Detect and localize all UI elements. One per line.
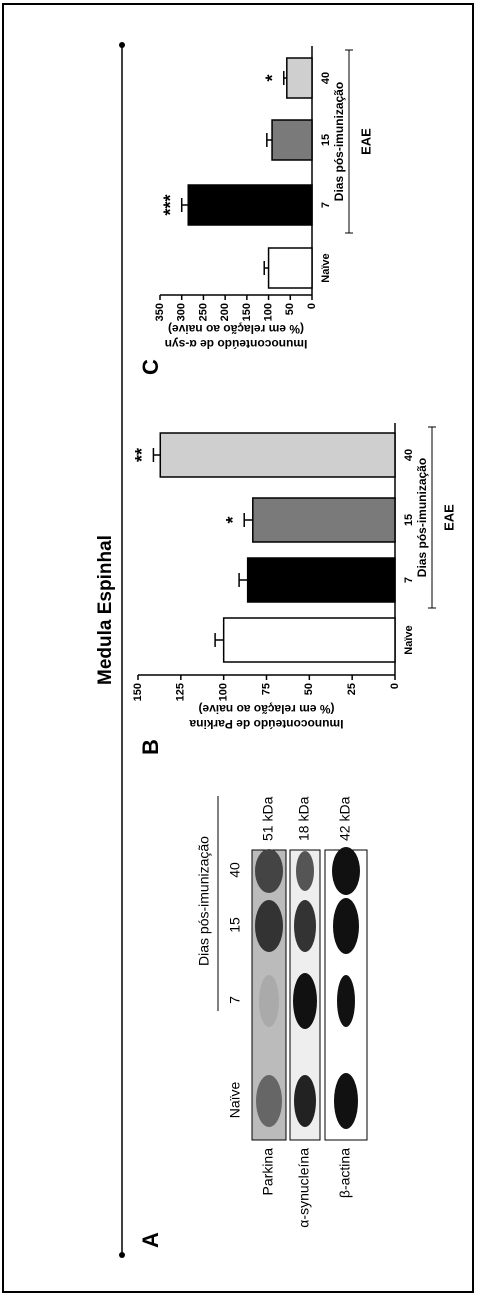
error-bar [215,633,224,647]
band [334,1073,358,1129]
band [256,1075,282,1127]
x-tick-label: 40 [403,449,415,461]
figure: Medula Espinhal A Dias pós-imunização Na… [0,0,481,1296]
y-tick-label: 50 [284,303,296,315]
bar [224,618,395,662]
group-bracket [345,50,353,233]
bar [287,58,312,98]
x-tick-label: 15 [403,514,415,526]
significance: ** [132,448,152,462]
y-tick-label: 0 [306,303,318,309]
x-tick-label: 40 [320,72,332,84]
group-name: EAE [358,128,373,155]
y-axis-title: Imunoconteúdo de Parkina [189,717,343,731]
rotated-figure: Medula Espinhal A Dias pós-imunização Na… [3,4,473,1292]
size-label: 42 kDa [337,796,353,841]
panel-letter: B [138,739,163,755]
y-axis-title: (% em relação ao naive) [168,322,304,336]
divider-end [119,42,125,48]
significance: *** [160,194,180,215]
band [294,1075,316,1127]
y-tick-label: 250 [197,303,209,321]
band [337,975,355,1027]
row-label: α-synucleína [296,1148,312,1228]
row-label: Parkina [260,1148,276,1196]
x-tick-label: 7 [320,202,332,208]
x-tick-label: 7 [403,577,415,583]
divider-end [119,1252,125,1258]
y-tick-label: 0 [389,683,401,689]
band [296,851,314,891]
panel-letter: A [138,1232,163,1248]
figure-title: Medula Espinhal [95,535,116,685]
y-axis-title: Imunoconteúdo de α-syn [165,337,308,351]
error-bar [244,513,253,527]
group-label: Dias pós-imunização [332,82,346,201]
band [332,847,360,895]
panel-letter: C [138,359,163,375]
band [255,849,283,893]
y-axis-title: (% em relação ao naive) [198,702,334,716]
significance: * [263,74,283,81]
bar [248,558,395,602]
band [293,973,317,1029]
group-label: Dias pós-imunização [415,458,429,577]
y-tick-label: 100 [262,303,274,321]
y-tick-label: 50 [303,683,315,695]
column-label: 40 [227,862,243,878]
significance: * [223,516,243,523]
y-tick-label: 125 [175,683,187,701]
blot [252,847,367,1140]
x-tick-label: Naïve [320,253,332,282]
error-bar [267,133,272,147]
y-tick-label: 200 [219,303,231,321]
y-tick-label: 150 [241,303,253,321]
bar [253,498,395,542]
band [333,898,359,954]
x-tick-label: 15 [320,134,332,146]
y-tick-label: 100 [218,683,230,701]
band [259,975,279,1027]
column-label: 15 [227,917,243,933]
error-bar [182,198,189,212]
row-label: β-actina [337,1148,353,1198]
size-label: 51 kDa [260,796,276,841]
error-bar [153,448,160,462]
group-bracket [428,427,436,608]
band [294,900,316,952]
bar [269,248,312,288]
column-label: Naïve [227,1082,243,1119]
y-tick-label: 75 [260,683,272,695]
error-bar [239,573,248,587]
size-label: 18 kDa [296,796,312,841]
column-label: 7 [227,996,243,1004]
y-tick-label: 300 [176,303,188,321]
y-tick-label: 150 [132,683,144,701]
bar [272,120,312,160]
group-name: EAE [441,504,456,531]
x-tick-label: Naïve [403,625,415,654]
column-title: Dias pós-imunização [196,836,212,966]
bar [160,433,395,477]
band [255,900,283,952]
y-tick-label: 350 [154,303,166,321]
y-tick-label: 25 [346,683,358,695]
bar [188,185,312,225]
